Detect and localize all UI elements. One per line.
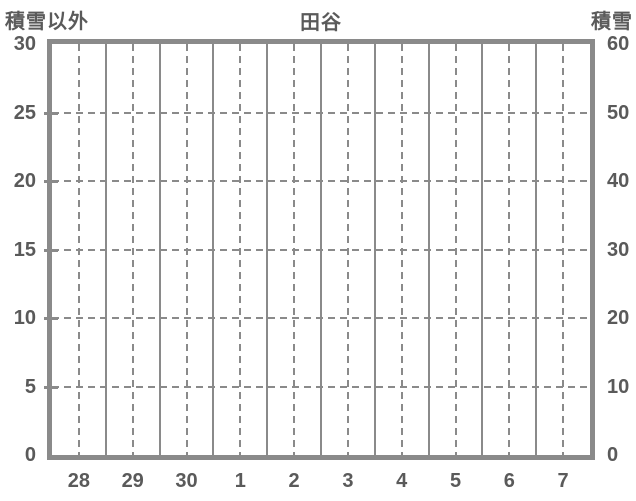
- x-axis-day-label: 5: [449, 470, 462, 492]
- x-axis-day-label: 2: [288, 470, 300, 492]
- gridline-horizontal: [52, 180, 590, 182]
- left-axis-tick-label: 30: [13, 33, 36, 55]
- left-axis-tick-label: 15: [13, 238, 36, 261]
- chart-title: 田谷: [300, 12, 342, 34]
- right-axis-tick-label: 20: [607, 307, 630, 329]
- right-axis-tick-label: 30: [607, 238, 630, 261]
- right-axis-tick-label: 0: [607, 444, 619, 466]
- x-axis-day-label: 6: [503, 470, 515, 492]
- right-axis-tick-label: 40: [607, 170, 630, 192]
- left-axis-tick-mark: [44, 317, 58, 320]
- right-axis-tick-label: 60: [607, 33, 630, 55]
- x-axis-day-label: 1: [234, 470, 246, 492]
- gridline-horizontal: [52, 385, 590, 388]
- x-axis-day-label: 29: [121, 470, 144, 492]
- left-axis-tick-label: 20: [13, 170, 36, 192]
- right-axis-tick-label: 10: [607, 375, 630, 398]
- left-axis-tick-label: 10: [13, 307, 36, 329]
- plot-area: [47, 39, 595, 460]
- right-axis-tick-label: 50: [607, 101, 630, 124]
- x-axis-day-label: 4: [396, 470, 408, 492]
- x-axis-day-label: 7: [557, 470, 569, 492]
- x-axis-day-label: 28: [67, 470, 91, 492]
- left-axis-tick-mark: [44, 248, 58, 252]
- left-axis-tick-mark: [44, 385, 58, 389]
- x-axis-day-label: 30: [175, 470, 198, 492]
- left-axis-tick-mark: [44, 180, 58, 183]
- left-axis-tick-label: 0: [24, 444, 36, 466]
- left-axis-title: 積雪以外: [5, 11, 89, 33]
- gridline-horizontal: [52, 317, 590, 319]
- left-axis-tick-label: 25: [13, 101, 36, 124]
- right-axis-title: 積雪: [591, 11, 633, 33]
- left-axis-tick-label: 5: [24, 375, 36, 398]
- left-axis-tick-mark: [44, 111, 58, 115]
- gridline-horizontal: [52, 111, 590, 114]
- gridline-horizontal: [52, 248, 590, 251]
- x-axis-day-label: 3: [342, 470, 354, 492]
